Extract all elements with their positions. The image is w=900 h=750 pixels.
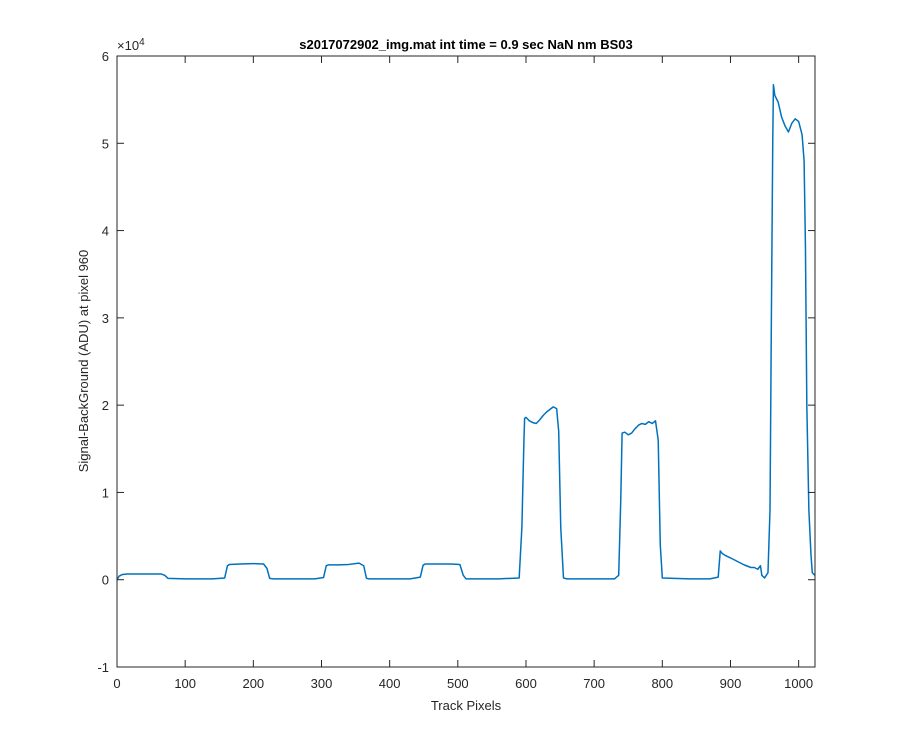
ticks-layer: 0 100 200 300 400 500 600 700 800 900 1000 -1 0 1 2 3 4 5… <box>97 49 815 691</box>
x-tick-label: 900 <box>720 676 742 691</box>
y-axis-title: Signal-BackGround (ADU) at pixel 960 <box>76 250 91 473</box>
y-tick-label: 3 <box>102 311 109 326</box>
y-tick-label: 4 <box>102 224 109 239</box>
x-tick-label: 600 <box>515 676 537 691</box>
x-tick-label: 0 <box>113 676 120 691</box>
y-tick-label: 6 <box>102 49 109 64</box>
chart-title: s2017072902_img.mat int time = 0.9 sec N… <box>299 37 633 52</box>
plot-area <box>117 56 815 667</box>
x-tick-label: 800 <box>651 676 673 691</box>
series-line <box>116 84 816 581</box>
x-axis-title: Track Pixels <box>431 698 502 713</box>
y-tick-label: 2 <box>102 398 109 413</box>
x-tick-label: 100 <box>174 676 196 691</box>
x-tick-label: 300 <box>311 676 333 691</box>
y-exponent-power: 4 <box>139 37 145 48</box>
y-tick-label: 5 <box>102 136 109 151</box>
x-tick-label: 1000 <box>784 676 813 691</box>
y-tick-label: -1 <box>97 660 109 675</box>
y-tick-label: 1 <box>102 485 109 500</box>
y-tick-label: 0 <box>102 573 109 588</box>
axes-box <box>116 55 816 668</box>
x-tick-label: 500 <box>447 676 469 691</box>
series-layer <box>116 84 816 581</box>
y-exponent-label: ×104 <box>117 37 145 53</box>
x-tick-label: 700 <box>583 676 605 691</box>
x-tick-label: 200 <box>242 676 264 691</box>
x-tick-label: 400 <box>379 676 401 691</box>
